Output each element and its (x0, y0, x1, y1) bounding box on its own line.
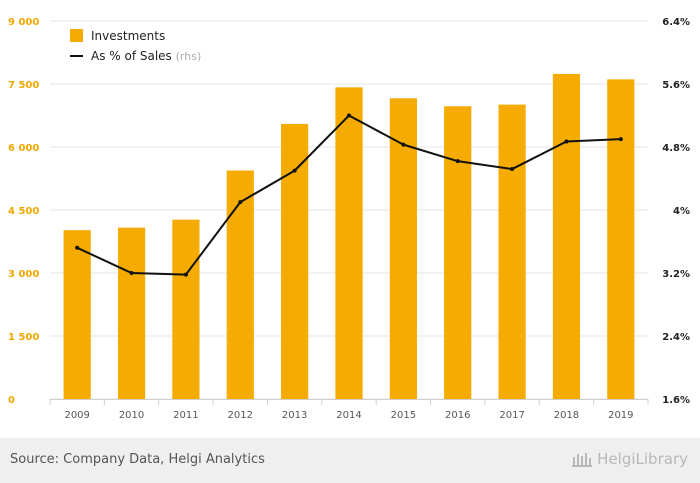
line-point-2017[interactable] (510, 167, 515, 172)
x-tick-label: 2012 (228, 410, 253, 421)
investment-bars (63, 73, 635, 400)
bar-2012[interactable] (226, 170, 254, 399)
brand-name: HelgiLibrary (597, 450, 688, 468)
x-tick-label: 2011 (173, 410, 198, 421)
y-left-tick-label: 9 000 (8, 17, 39, 28)
bar-2013[interactable] (281, 123, 309, 400)
y-left-tick-label: 6 000 (8, 143, 39, 154)
y-left-tick-label: 1 500 (8, 332, 39, 343)
x-tick-label: 2019 (608, 410, 633, 421)
bar-2010[interactable] (117, 227, 146, 399)
bar-2019[interactable] (607, 79, 635, 399)
left-y-axis: 0 1 500 3 000 4 500 6 000 7 500 9 000 (8, 17, 39, 406)
y-right-tick-label: 2.4% (662, 332, 690, 343)
sales-share-line (75, 113, 623, 277)
x-tick-label: 2014 (336, 410, 361, 421)
legend: Investments As % of Sales (rhs) (70, 29, 201, 63)
line-point-2012[interactable] (238, 200, 243, 205)
legend-swatch-investments (70, 29, 83, 42)
y-left-tick-label: 4 500 (8, 206, 39, 217)
line-point-2011[interactable] (183, 272, 188, 277)
brand-logo[interactable]: HelgiLibrary (571, 450, 688, 468)
line-point-2016[interactable] (455, 159, 460, 164)
y-left-tick-label: 0 (8, 395, 15, 406)
y-left-tick-label: 3 000 (8, 269, 39, 280)
bar-2016[interactable] (444, 106, 472, 399)
line-point-2019[interactable] (618, 137, 623, 142)
bar-2014[interactable] (335, 87, 363, 400)
x-axis: 2009 2010 2011 2012 2013 2014 2015 2016 2017 2018… (49, 399, 649, 421)
y-right-tick-label: 1.6% (662, 395, 690, 406)
source-note: Source: Company Data, Helgi Analytics (10, 452, 265, 467)
footer: Source: Company Data, Helgi Analytics He… (0, 438, 700, 483)
chart-svg: 2009 2010 2011 2012 2013 2014 2015 2016 2017 2018… (8, 17, 690, 421)
x-tick-label: 2015 (391, 410, 416, 421)
line-point-2014[interactable] (347, 113, 351, 118)
line-point-2018[interactable] (564, 139, 569, 144)
y-right-tick-label: 4.8% (662, 143, 690, 154)
x-tick-label: 2017 (499, 410, 524, 421)
x-tick-label: 2009 (64, 410, 89, 421)
line-point-2010[interactable] (129, 271, 134, 275)
y-right-tick-label: 5.6% (662, 80, 690, 91)
line-point-2009[interactable] (75, 245, 80, 250)
y-right-tick-label: 3.2% (662, 269, 690, 280)
y-right-tick-label: 6.4% (662, 17, 690, 28)
bar-2017[interactable] (498, 104, 526, 399)
x-tick-label: 2018 (554, 410, 579, 421)
legend-label-sales-share: As % of Sales (rhs) (91, 49, 201, 63)
bar-2009[interactable] (63, 230, 91, 399)
line-point-2015[interactable] (401, 142, 406, 147)
y-left-tick-label: 7 500 (8, 80, 39, 91)
legend-label-rhs-suffix: (rhs) (176, 50, 202, 63)
x-tick-label: 2013 (282, 410, 307, 421)
line-point-2013[interactable] (292, 168, 297, 173)
y-right-tick-label: 4% (673, 206, 690, 217)
right-y-axis: 1.6% 2.4% 3.2% 4% 4.8% 5.6% 6.4% (662, 17, 690, 406)
legend-label-investments: Investments (91, 29, 165, 43)
bar-2011[interactable] (172, 219, 200, 399)
bar-2018[interactable] (552, 73, 581, 400)
x-tick-label: 2010 (119, 410, 144, 421)
x-tick-label: 2016 (445, 410, 470, 421)
library-building-icon (571, 450, 593, 468)
